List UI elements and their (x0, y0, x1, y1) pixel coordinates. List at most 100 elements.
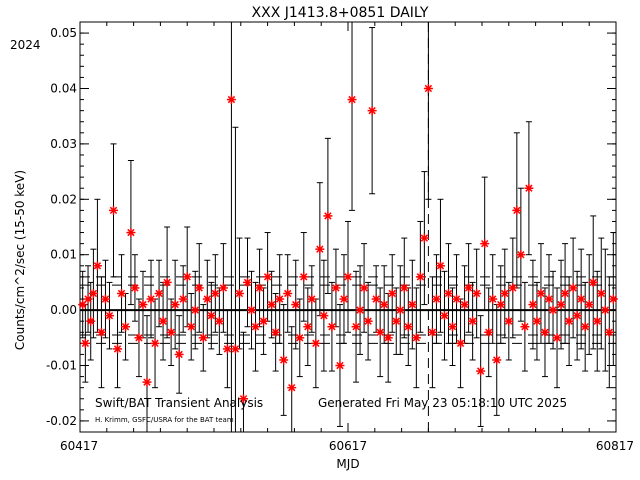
x-tick-label: 60417 (60, 439, 98, 453)
data-point (247, 305, 257, 315)
data-point (363, 316, 373, 326)
data-point (243, 277, 252, 287)
data-point (592, 316, 602, 326)
data-point (500, 288, 510, 298)
data-point (178, 294, 188, 304)
data-point (504, 316, 514, 326)
data-point (96, 327, 106, 337)
data-point (588, 277, 598, 287)
data-point (516, 250, 526, 260)
data-point (596, 288, 606, 298)
data-point (154, 288, 164, 298)
annotation-credit: H. Krimm, GSFC/USRA for the BAT team (95, 416, 234, 424)
data-point (291, 300, 301, 310)
data-point (255, 283, 265, 293)
data-point (375, 327, 385, 337)
data-point (536, 288, 546, 298)
data-point (170, 300, 180, 310)
data-point (113, 344, 123, 354)
data-point (532, 316, 542, 326)
data-point (343, 272, 353, 282)
data-point (512, 205, 522, 215)
data-point (391, 316, 401, 326)
data-point (387, 288, 397, 298)
data-point (452, 294, 462, 304)
data-point (540, 327, 550, 337)
data-point (580, 322, 590, 332)
data-point (460, 300, 470, 310)
data-point (331, 283, 341, 293)
data-point (251, 322, 261, 332)
data-point (464, 283, 474, 293)
data-point (92, 261, 102, 271)
data-points (78, 83, 618, 404)
data-point (210, 288, 220, 298)
data-point (126, 228, 136, 238)
data-point (395, 305, 405, 315)
data-point (307, 294, 317, 304)
data-point (472, 288, 482, 298)
data-point (548, 305, 558, 315)
data-point (468, 316, 478, 326)
data-point (109, 205, 118, 215)
data-point (287, 383, 297, 393)
y-tick-label: 0.05 (50, 26, 77, 40)
data-point (142, 377, 152, 387)
data-point (100, 294, 110, 304)
data-point (83, 294, 93, 304)
x-axis: 60417 60617 60817 (60, 22, 634, 453)
data-point (556, 300, 566, 310)
data-point (80, 338, 90, 348)
data-point (283, 288, 293, 298)
data-point (275, 294, 285, 304)
data-point (315, 244, 325, 254)
data-point (604, 327, 614, 337)
data-point (319, 311, 329, 321)
y-tick-label: 0.01 (50, 248, 77, 262)
data-point (130, 283, 140, 293)
data-point (439, 311, 449, 321)
data-point (86, 316, 96, 326)
data-point (226, 95, 236, 105)
data-point (339, 294, 349, 304)
data-point (496, 300, 506, 310)
x-tick-label: 60817 (596, 439, 634, 453)
data-point (355, 305, 365, 315)
data-point (427, 327, 437, 337)
data-point (444, 288, 453, 298)
data-point (564, 316, 574, 326)
data-point (271, 327, 281, 337)
data-point (198, 333, 208, 343)
data-point (423, 83, 433, 93)
data-point (162, 277, 172, 287)
data-point (383, 333, 393, 343)
data-point (367, 106, 377, 116)
data-point (146, 294, 156, 304)
data-point (608, 294, 618, 304)
data-point (206, 311, 216, 321)
data-point (230, 344, 240, 354)
y-tick-label: 0.00 (50, 303, 77, 317)
data-point (456, 338, 466, 348)
data-point (117, 288, 127, 298)
data-point (572, 311, 582, 321)
data-point (411, 333, 421, 343)
data-point (407, 300, 417, 310)
data-point (303, 322, 313, 332)
data-point (584, 300, 594, 310)
data-point (568, 283, 578, 293)
data-point (150, 338, 160, 348)
data-point (379, 300, 389, 310)
data-point (78, 300, 88, 310)
data-point (327, 322, 337, 332)
data-point (419, 233, 429, 243)
data-point (222, 344, 232, 354)
data-point (335, 361, 345, 371)
annotation-right: Generated Fri May 23 05:18:10 UTC 2025 (318, 396, 567, 410)
y-tick-label: 0.03 (50, 137, 77, 151)
data-point (600, 305, 610, 315)
data-point (238, 394, 248, 404)
data-point (560, 288, 570, 298)
data-point (263, 272, 273, 282)
